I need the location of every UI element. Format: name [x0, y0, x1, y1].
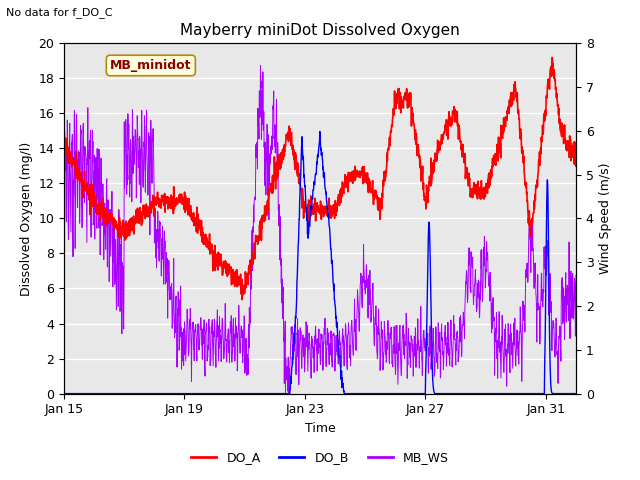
X-axis label: Time: Time: [305, 422, 335, 435]
Title: Mayberry miniDot Dissolved Oxygen: Mayberry miniDot Dissolved Oxygen: [180, 23, 460, 38]
Text: No data for f_DO_C: No data for f_DO_C: [6, 7, 113, 18]
Text: MB_minidot: MB_minidot: [110, 59, 191, 72]
Legend: DO_A, DO_B, MB_WS: DO_A, DO_B, MB_WS: [186, 446, 454, 469]
Y-axis label: Dissolved Oxygen (mg/l): Dissolved Oxygen (mg/l): [20, 141, 33, 296]
Y-axis label: Wind Speed (m/s): Wind Speed (m/s): [599, 163, 612, 274]
